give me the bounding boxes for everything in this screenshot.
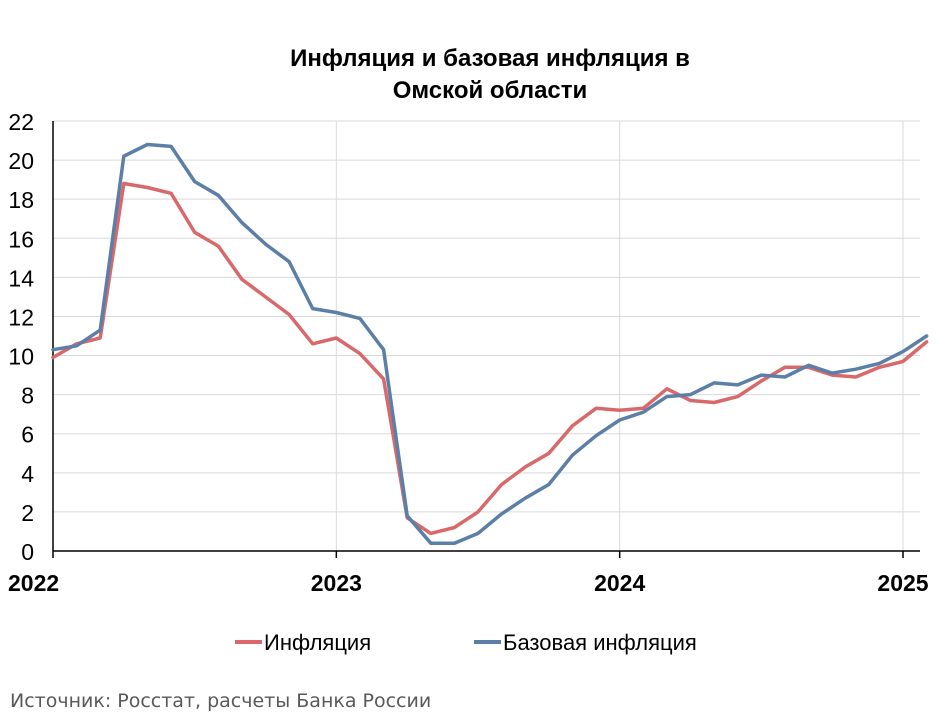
series-line-1 bbox=[53, 145, 927, 544]
legend: Инфляция Базовая инфляция bbox=[235, 630, 697, 655]
chart-title-line-1: Инфляция и базовая инфляция в bbox=[290, 45, 690, 72]
x-tick-label: 2024 bbox=[594, 570, 645, 596]
y-tick-label: 2 bbox=[21, 500, 34, 526]
y-tick-label: 18 bbox=[8, 187, 34, 213]
y-tick-label: 8 bbox=[21, 383, 34, 409]
y-tick-label: 12 bbox=[8, 304, 34, 330]
y-tick-label: 14 bbox=[8, 265, 34, 291]
x-tick-label: 2022 bbox=[8, 570, 59, 596]
y-tick-label: 22 bbox=[8, 109, 34, 135]
x-tick-label: 2025 bbox=[877, 570, 928, 596]
series-line-0 bbox=[53, 184, 927, 534]
chart-title-line-2: Омской области bbox=[393, 77, 588, 104]
y-tick-label: 6 bbox=[21, 422, 34, 448]
y-tick-label: 0 bbox=[21, 539, 34, 565]
grid bbox=[53, 121, 920, 551]
y-tick-label: 4 bbox=[21, 461, 34, 487]
series-lines bbox=[53, 145, 927, 544]
legend-label-0: Инфляция bbox=[264, 630, 371, 655]
y-tick-label: 16 bbox=[8, 226, 34, 252]
source-note: Источник: Росстат, расчеты Банка России bbox=[10, 690, 431, 712]
x-tick-label: 2023 bbox=[311, 570, 362, 596]
y-tick-label: 10 bbox=[8, 344, 34, 370]
y-tick-label: 20 bbox=[8, 148, 34, 174]
legend-label-1: Базовая инфляция bbox=[503, 630, 697, 655]
